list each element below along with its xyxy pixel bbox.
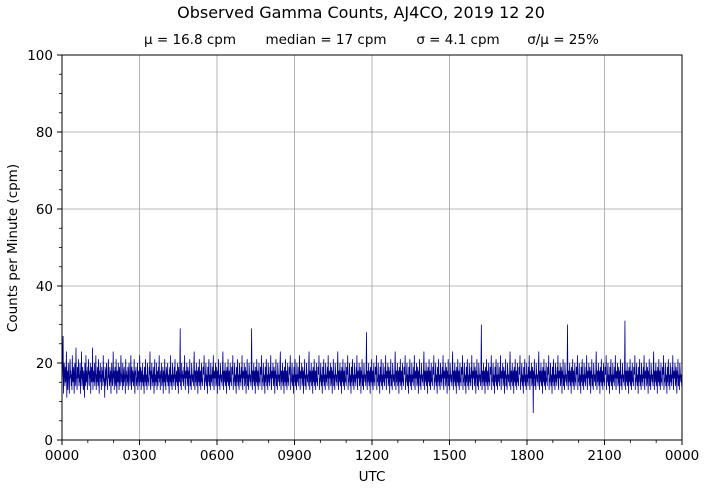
y-axis-label: Counts per Minute (cpm) <box>5 164 21 332</box>
stat-median: median = 17 cpm <box>265 32 386 48</box>
y-tick-label: 20 <box>36 356 53 372</box>
y-tick-label: 80 <box>36 125 53 141</box>
y-tick-label: 40 <box>36 279 53 295</box>
stat-mean: μ = 16.8 cpm <box>144 32 236 48</box>
y-tick-label: 0 <box>44 433 53 449</box>
ticks: 0000 0300 0600 0900 1200 1500 1800 2100 00000204… <box>27 48 699 464</box>
stat-sigma: σ = 4.1 cpm <box>416 32 499 48</box>
x-axis-label: UTC <box>359 469 386 485</box>
x-tick-label: 1500 <box>432 448 466 464</box>
x-tick-label: 1200 <box>355 448 389 464</box>
y-tick-label: 100 <box>27 48 53 64</box>
stat-ratio: σ/μ = 25% <box>527 32 599 48</box>
grid <box>62 55 682 440</box>
x-tick-label: 2100 <box>587 448 621 464</box>
x-tick-label: 0000 <box>665 448 699 464</box>
chart-title: Observed Gamma Counts, AJ4CO, 2019 12 20 <box>177 3 545 22</box>
x-tick-label: 0300 <box>122 448 156 464</box>
series-line-gamma-counts <box>61 320 683 414</box>
x-tick-label: 1800 <box>510 448 544 464</box>
x-tick-label: 0600 <box>200 448 234 464</box>
stats-line: μ = 16.8 cpm median = 17 cpm σ = 4.1 cpm… <box>144 32 599 48</box>
series-layer <box>61 320 683 414</box>
y-tick-label: 60 <box>36 202 53 218</box>
x-tick-label: 0900 <box>277 448 311 464</box>
x-tick-label: 0000 <box>45 448 79 464</box>
